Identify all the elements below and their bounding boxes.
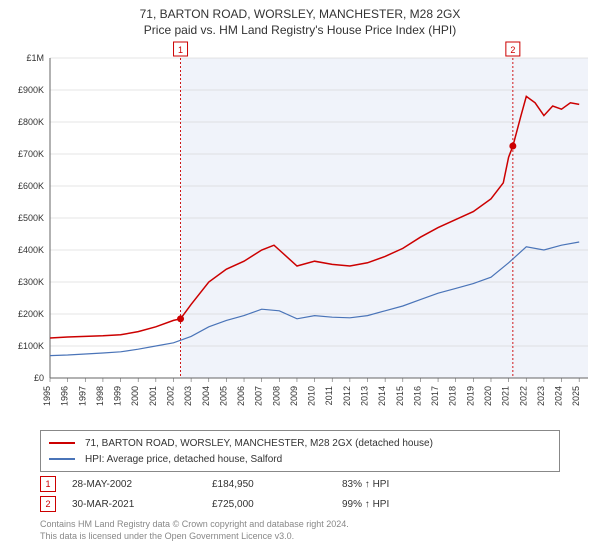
svg-text:£400K: £400K xyxy=(18,245,44,255)
svg-text:2017: 2017 xyxy=(430,386,440,406)
footer-line1: Contains HM Land Registry data © Crown c… xyxy=(40,518,560,530)
transactions: 1 28-MAY-2002 £184,950 83% ↑ HPI 2 30-MA… xyxy=(40,474,560,514)
svg-text:£600K: £600K xyxy=(18,181,44,191)
chart-area: £0 £100K £200K £300K £400K £500K £600K £700K £80… xyxy=(0,40,600,420)
marker-box-1: 1 xyxy=(40,476,56,492)
svg-text:£800K: £800K xyxy=(18,117,44,127)
svg-text:2010: 2010 xyxy=(307,386,317,406)
svg-text:2008: 2008 xyxy=(271,386,281,406)
svg-text:£700K: £700K xyxy=(18,149,44,159)
svg-text:2: 2 xyxy=(510,45,515,55)
chart-svg: £0 £100K £200K £300K £400K £500K £600K £700K £80… xyxy=(0,40,600,420)
svg-text:2019: 2019 xyxy=(465,386,475,406)
svg-text:2016: 2016 xyxy=(412,386,422,406)
svg-text:2015: 2015 xyxy=(395,386,405,406)
svg-text:£100K: £100K xyxy=(18,341,44,351)
svg-text:1999: 1999 xyxy=(113,386,123,406)
svg-text:2001: 2001 xyxy=(148,386,158,406)
svg-text:2006: 2006 xyxy=(236,386,246,406)
svg-text:2025: 2025 xyxy=(571,386,581,406)
transaction-date: 30-MAR-2021 xyxy=(72,499,212,510)
svg-text:2013: 2013 xyxy=(360,386,370,406)
legend-swatch-2 xyxy=(49,458,75,460)
svg-text:2021: 2021 xyxy=(501,386,511,406)
svg-text:£200K: £200K xyxy=(18,309,44,319)
marker-box-2: 2 xyxy=(40,496,56,512)
svg-text:2009: 2009 xyxy=(289,386,299,406)
svg-text:1995: 1995 xyxy=(42,386,52,406)
svg-text:2020: 2020 xyxy=(483,386,493,406)
chart-container: 71, BARTON ROAD, WORSLEY, MANCHESTER, M2… xyxy=(0,0,600,560)
svg-text:1998: 1998 xyxy=(95,386,105,406)
svg-text:2011: 2011 xyxy=(324,386,334,405)
footer: Contains HM Land Registry data © Crown c… xyxy=(40,518,560,542)
svg-text:2023: 2023 xyxy=(536,386,546,406)
transaction-pct: 99% ↑ HPI xyxy=(342,499,462,510)
svg-text:2005: 2005 xyxy=(218,386,228,406)
svg-text:2004: 2004 xyxy=(201,386,211,406)
svg-text:1996: 1996 xyxy=(60,386,70,406)
svg-text:2018: 2018 xyxy=(448,386,458,406)
transaction-price: £725,000 xyxy=(212,499,342,510)
legend-box: 71, BARTON ROAD, WORSLEY, MANCHESTER, M2… xyxy=(40,430,560,472)
svg-text:2003: 2003 xyxy=(183,386,193,406)
legend-label-1: 71, BARTON ROAD, WORSLEY, MANCHESTER, M2… xyxy=(85,438,433,449)
svg-text:£500K: £500K xyxy=(18,213,44,223)
svg-text:£300K: £300K xyxy=(18,277,44,287)
svg-text:2022: 2022 xyxy=(518,386,528,406)
svg-text:£900K: £900K xyxy=(18,85,44,95)
svg-text:1997: 1997 xyxy=(77,386,87,406)
svg-text:1: 1 xyxy=(178,45,183,55)
title-line2: Price paid vs. HM Land Registry's House … xyxy=(0,22,600,38)
svg-text:£1M: £1M xyxy=(26,53,44,63)
svg-text:2002: 2002 xyxy=(165,386,175,406)
chart-title: 71, BARTON ROAD, WORSLEY, MANCHESTER, M2… xyxy=(0,0,600,38)
svg-text:2014: 2014 xyxy=(377,386,387,406)
legend-swatch-1 xyxy=(49,442,75,444)
transaction-row: 2 30-MAR-2021 £725,000 99% ↑ HPI xyxy=(40,494,560,514)
title-line1: 71, BARTON ROAD, WORSLEY, MANCHESTER, M2… xyxy=(0,6,600,22)
transaction-row: 1 28-MAY-2002 £184,950 83% ↑ HPI xyxy=(40,474,560,494)
svg-text:2000: 2000 xyxy=(130,386,140,406)
transaction-pct: 83% ↑ HPI xyxy=(342,479,462,490)
transaction-price: £184,950 xyxy=(212,479,342,490)
svg-text:2012: 2012 xyxy=(342,386,352,406)
svg-text:£0: £0 xyxy=(34,373,44,383)
legend-label-2: HPI: Average price, detached house, Salf… xyxy=(85,454,282,465)
legend-row: HPI: Average price, detached house, Salf… xyxy=(49,451,551,467)
svg-text:2007: 2007 xyxy=(254,386,264,406)
transaction-date: 28-MAY-2002 xyxy=(72,479,212,490)
svg-text:2024: 2024 xyxy=(554,386,564,406)
legend-row: 71, BARTON ROAD, WORSLEY, MANCHESTER, M2… xyxy=(49,435,551,451)
footer-line2: This data is licensed under the Open Gov… xyxy=(40,530,560,542)
